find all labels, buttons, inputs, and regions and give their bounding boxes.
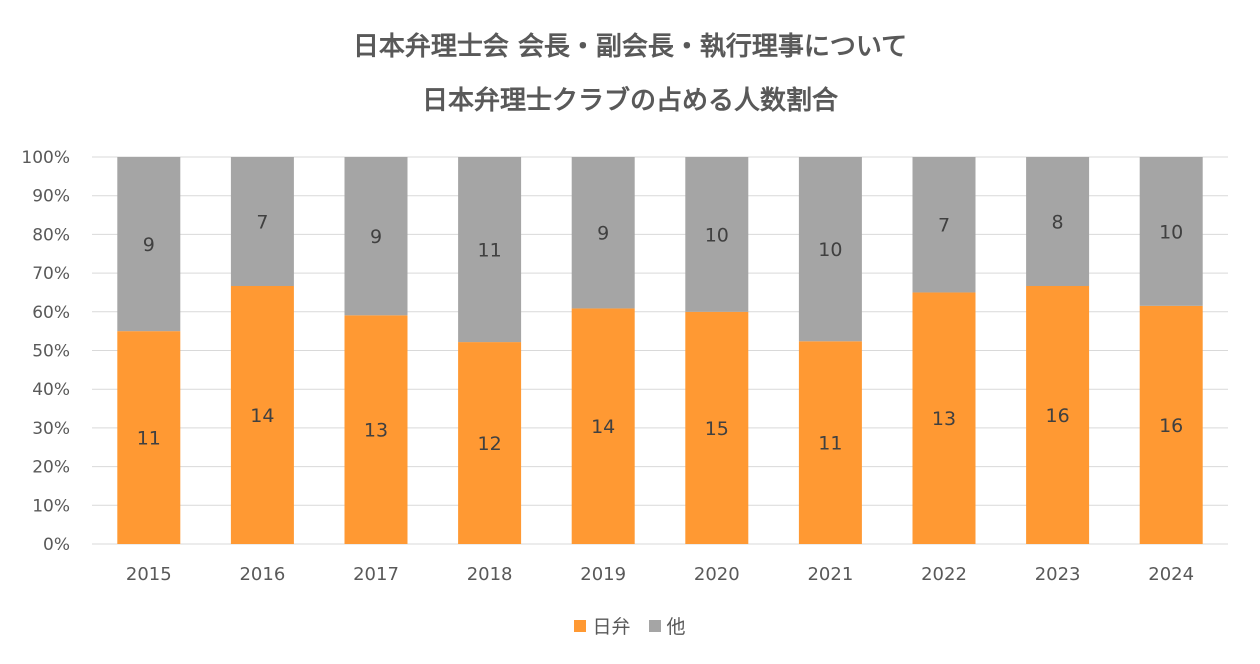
x-tick-label: 2019 <box>580 564 626 585</box>
data-label: 16 <box>1159 415 1183 437</box>
data-label: 14 <box>250 405 274 427</box>
x-tick-label: 2017 <box>353 564 399 585</box>
legend-label-other: 他 <box>666 616 686 638</box>
data-label: 10 <box>818 239 842 261</box>
data-label: 10 <box>705 224 729 246</box>
data-label: 11 <box>818 433 842 455</box>
data-label: 9 <box>370 226 382 248</box>
x-tick-label: 2016 <box>239 564 285 585</box>
data-label: 9 <box>597 223 609 245</box>
x-tick-label: 2018 <box>467 564 513 585</box>
legend-item-other: 他 <box>648 612 686 639</box>
x-tick-label: 2024 <box>1148 564 1194 585</box>
data-label: 13 <box>364 420 388 442</box>
y-tick-label: 100% <box>21 148 70 168</box>
y-tick-label: 80% <box>32 225 70 245</box>
bar-segment-other <box>1139 157 1203 306</box>
x-tick-label: 2021 <box>807 564 853 585</box>
data-label: 9 <box>143 234 155 256</box>
y-tick-label: 30% <box>32 419 70 439</box>
chart-title: 日本弁理士会 会長・副会長・執行理事について <box>352 32 908 62</box>
stacked-bar-chart: 0% 10% 20% 30% 40% 50% 60% 70% 80% 90% 100% 11 9 2015… <box>21 148 1228 585</box>
data-label: 13 <box>932 408 956 430</box>
data-label: 15 <box>705 418 729 440</box>
bar-segment-other <box>571 157 635 309</box>
bar-segment-nichiben <box>1139 305 1203 544</box>
legend-swatch-other <box>648 619 661 632</box>
data-label: 7 <box>256 212 268 234</box>
bar-segment-other <box>1026 157 1090 286</box>
bar-segment-other <box>912 157 976 293</box>
x-tick-label: 2023 <box>1035 564 1081 585</box>
chart-subtitle: 日本弁理士クラブの占める人数割合 <box>421 86 838 116</box>
bar-segment-other <box>685 157 749 312</box>
legend-swatch-nichiben <box>574 619 587 632</box>
data-label: 12 <box>478 433 502 455</box>
legend-item-nichiben: 日弁 <box>574 612 630 639</box>
bar-segment-nichiben <box>1026 286 1090 544</box>
bar-segment-nichiben <box>230 286 294 544</box>
y-tick-label: 50% <box>32 342 70 362</box>
data-label: 11 <box>137 428 161 450</box>
y-tick-label: 0% <box>43 535 70 555</box>
bar-segment-other <box>798 157 862 342</box>
data-label: 14 <box>591 416 615 438</box>
bar-segment-other <box>230 157 294 286</box>
data-label: 11 <box>478 240 502 262</box>
bar-segment-nichiben <box>344 315 408 544</box>
bar-segment-nichiben <box>685 311 749 544</box>
bar-segment-other <box>458 157 522 343</box>
data-label: 16 <box>1046 405 1070 427</box>
y-tick-label: 20% <box>32 458 70 478</box>
bar-segment-nichiben <box>912 292 976 544</box>
y-tick-label: 40% <box>32 380 70 400</box>
y-tick-label: 60% <box>32 303 70 323</box>
x-tick-label: 2020 <box>694 564 740 585</box>
data-label: 8 <box>1052 212 1064 234</box>
bar-segment-nichiben <box>571 308 635 544</box>
data-label: 7 <box>938 215 950 237</box>
bar-segment-nichiben <box>117 331 181 544</box>
data-label: 10 <box>1159 221 1183 243</box>
legend-label-nichiben: 日弁 <box>592 616 631 638</box>
x-tick-label: 2022 <box>921 564 967 585</box>
x-tick-label: 2015 <box>126 564 172 585</box>
y-tick-label: 90% <box>32 187 70 207</box>
bar-segment-other <box>344 157 408 316</box>
legend: 日弁 他 <box>0 612 1260 639</box>
bar-segment-nichiben <box>798 341 862 544</box>
bar-segment-nichiben <box>458 342 522 544</box>
bar-segment-other <box>117 157 181 332</box>
y-tick-label: 70% <box>32 264 70 284</box>
y-tick-label: 10% <box>32 496 70 516</box>
